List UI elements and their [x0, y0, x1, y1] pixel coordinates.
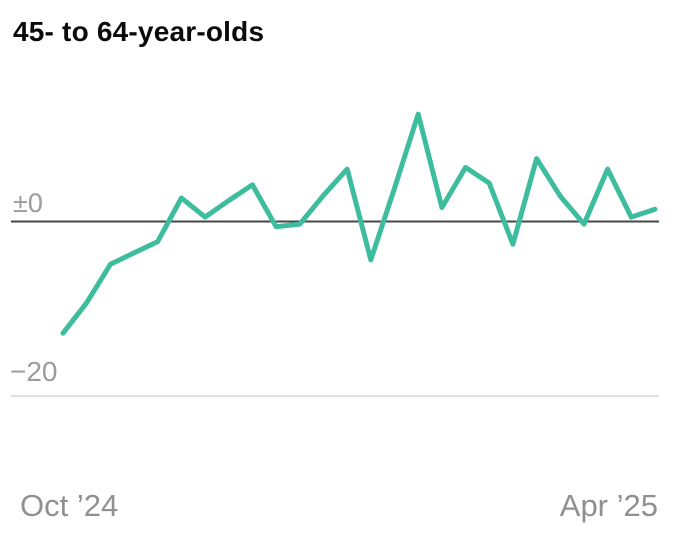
y-axis-tick-zero: ±0	[13, 188, 43, 218]
y-axis-tick-minus20: −20	[10, 356, 58, 387]
x-axis-label-start: Oct ’24	[20, 488, 119, 523]
chart-title: 45- to 64-year-olds	[13, 16, 265, 47]
trend-line	[60, 111, 658, 336]
x-axis-label-end: Apr ’25	[559, 488, 658, 523]
